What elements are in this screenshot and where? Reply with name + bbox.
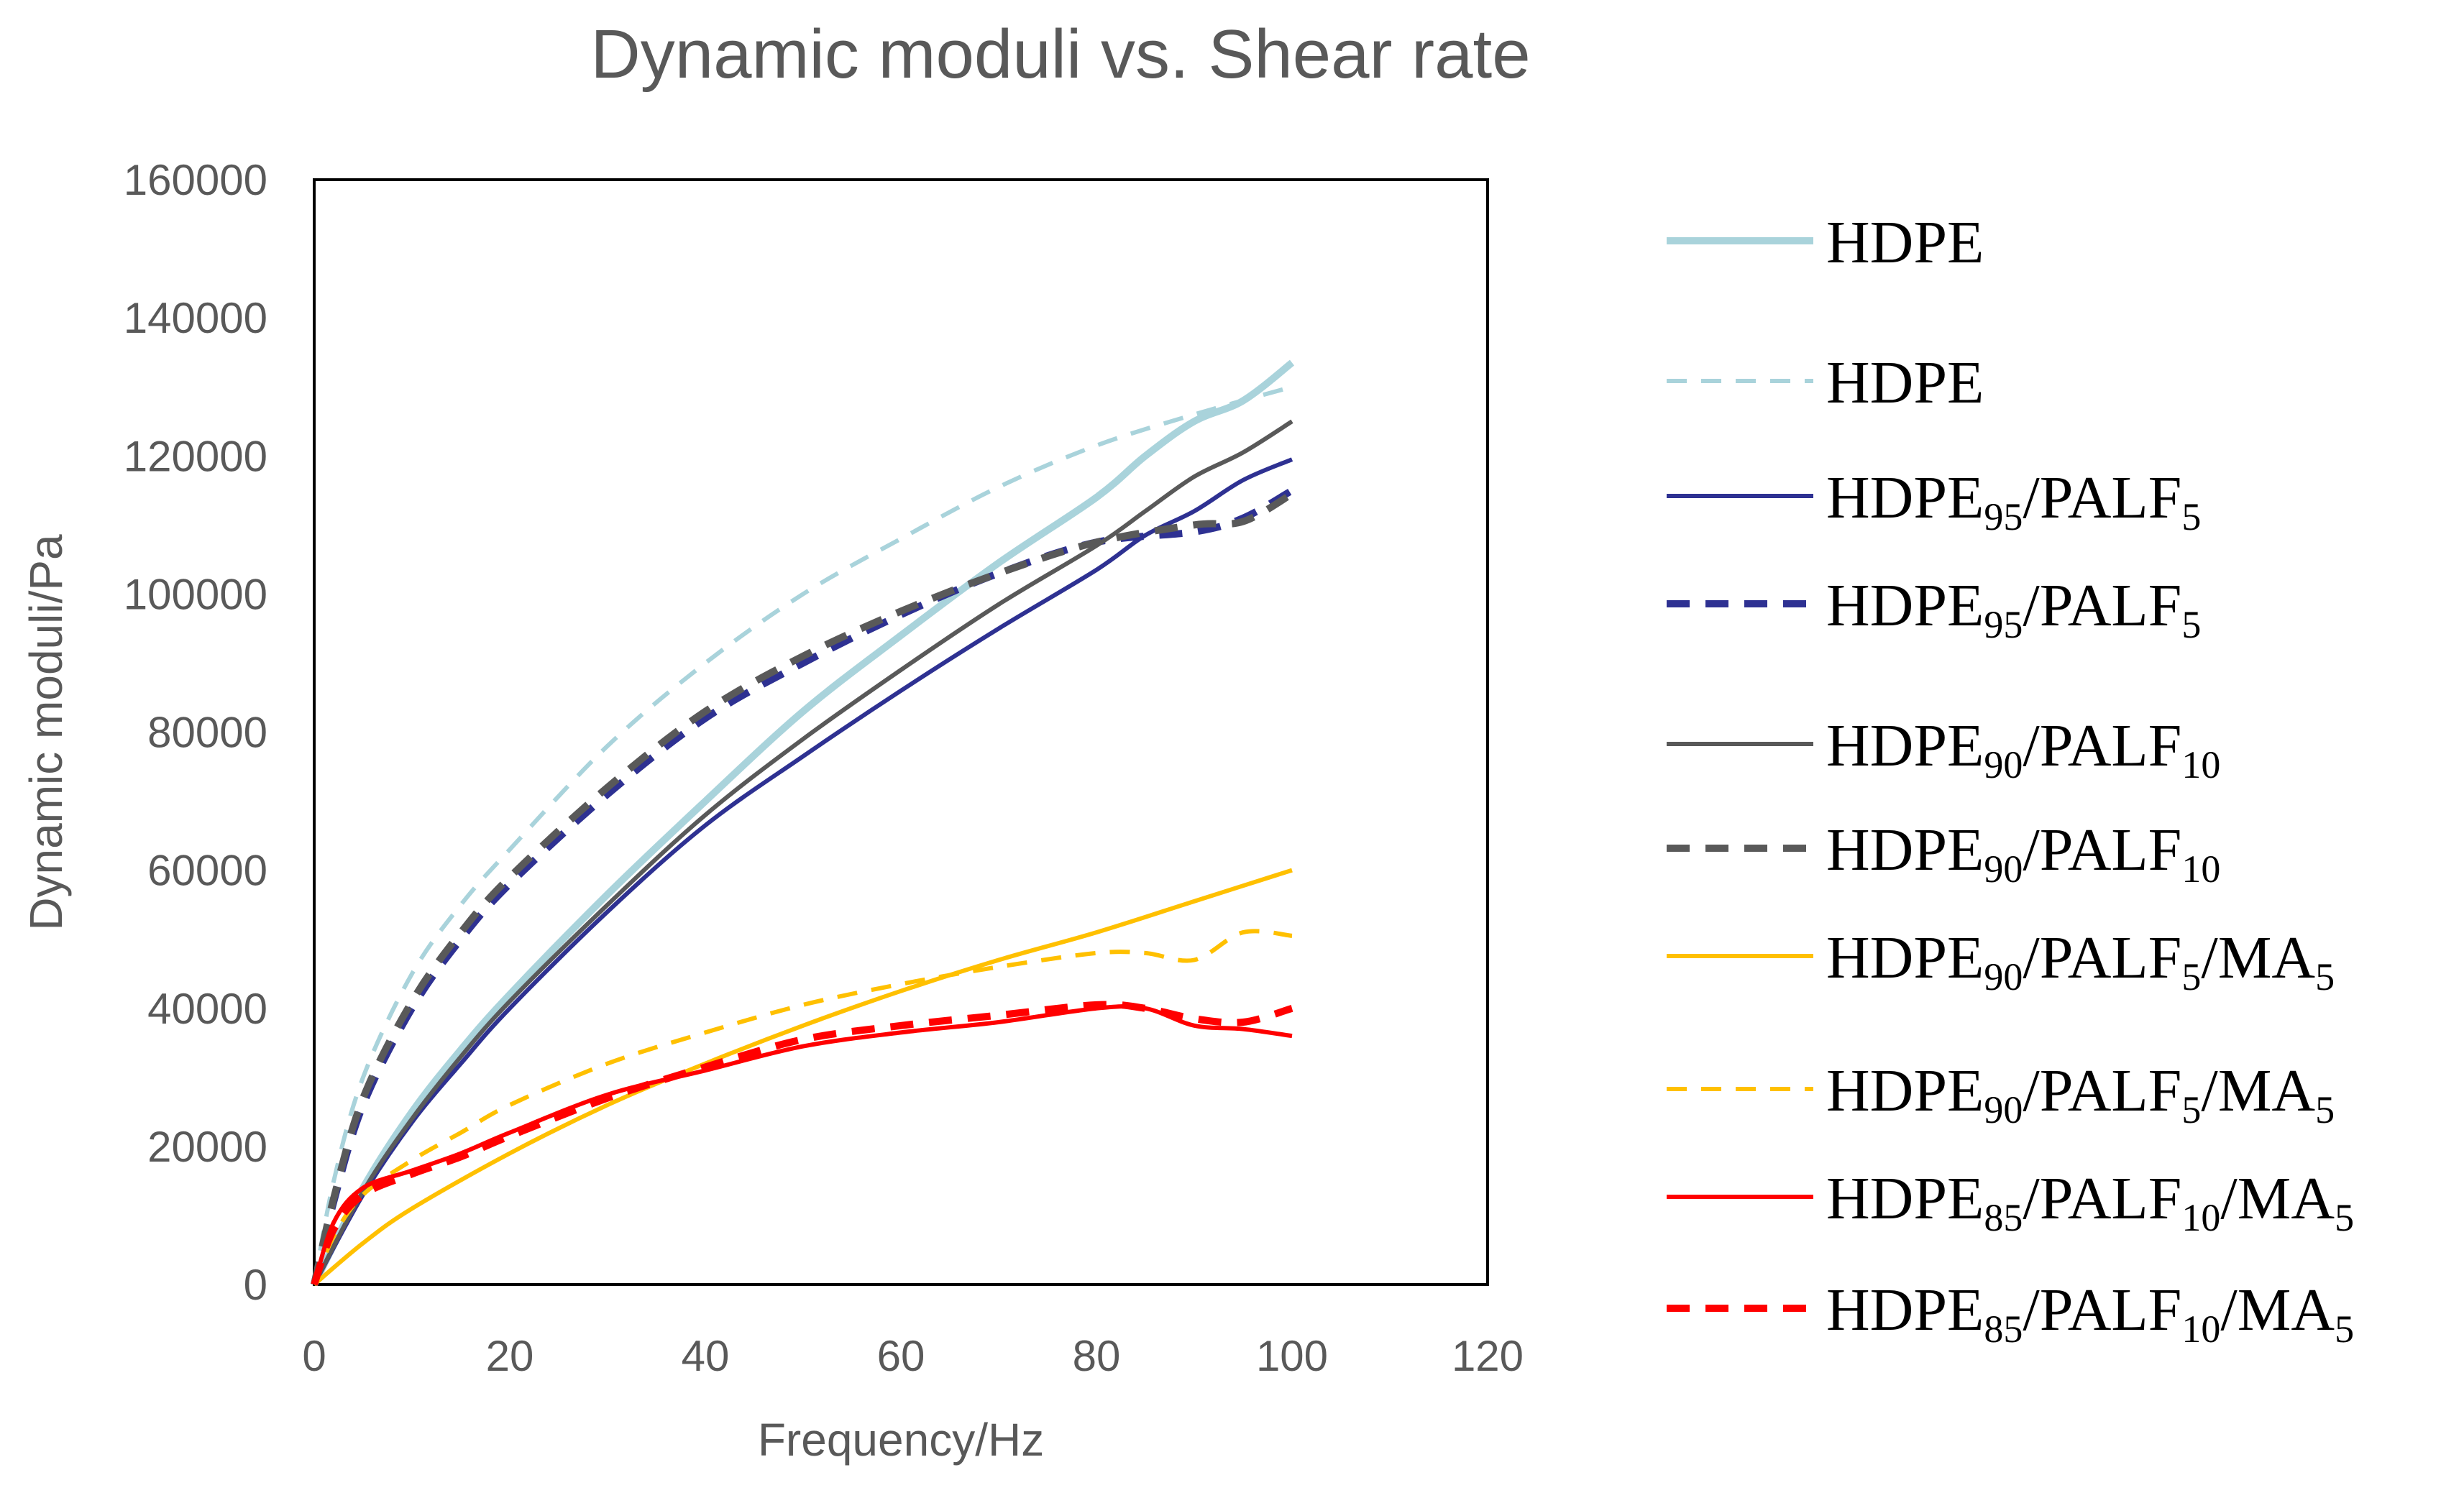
series-line-hdpe90-palf10-solid — [312, 419, 1293, 1286]
y-tick-label: 140000 — [124, 294, 267, 342]
legend-label: HDPE90/PALF10 — [1826, 712, 2220, 786]
legend-label: HDPE95/PALF5 — [1826, 464, 2201, 538]
legend-item: HDPE90/PALF5/MA5 — [1667, 1057, 2335, 1131]
y-axis-label: Dynamic moduli/Pa — [20, 534, 72, 931]
legend-label: HDPE — [1826, 209, 1984, 276]
x-axis-ticks: 0 20 40 60 80 100 120 — [302, 1332, 1524, 1380]
legend-label: HDPE — [1826, 349, 1984, 416]
y-tick-label: 100000 — [124, 570, 267, 618]
series-line-hdpe90-palf5-ma5-dashed — [312, 929, 1293, 1286]
legend-label: HDPE90/PALF5/MA5 — [1826, 1057, 2335, 1131]
legend-item: HDPE90/PALF10 — [1667, 712, 2220, 786]
x-tick-label: 40 — [682, 1332, 730, 1380]
legend-item: HDPE — [1667, 349, 1984, 416]
legend-item: HDPE90/PALF5/MA5 — [1667, 924, 2335, 998]
x-tick-label: 0 — [302, 1332, 326, 1380]
y-tick-label: 120000 — [124, 432, 267, 480]
legend-item: HDPE95/PALF5 — [1667, 464, 2201, 538]
legend: HDPE HDPE HDPE95/PALF5 HDPE95/PALF5 HDPE90/P… — [1667, 209, 2354, 1351]
series-line-hdpe-solid — [311, 359, 1295, 1287]
series-line-hdpe-dashed — [312, 385, 1293, 1285]
x-axis-label: Frequency/Hz — [758, 1414, 1044, 1466]
legend-label: HDPE90/PALF5/MA5 — [1826, 924, 2335, 998]
legend-item: HDPE85/PALF10/MA5 — [1667, 1277, 2354, 1351]
legend-item: HDPE — [1667, 209, 1984, 276]
y-tick-label: 60000 — [147, 847, 267, 895]
y-tick-label: 80000 — [147, 709, 267, 757]
x-tick-label: 100 — [1256, 1332, 1328, 1380]
series-line-hdpe90-palf10-dashed — [311, 490, 1294, 1286]
legend-label: HDPE85/PALF10/MA5 — [1826, 1277, 2354, 1351]
y-tick-label: 20000 — [147, 1123, 267, 1171]
x-tick-label: 20 — [486, 1332, 534, 1380]
y-axis-ticks: 0 20000 40000 60000 80000 100000 120000 140000 1… — [124, 156, 267, 1309]
series-line-hdpe85-palf10-ma5-dashed — [311, 1001, 1293, 1286]
legend-item: HDPE95/PALF5 — [1667, 572, 2201, 646]
plot-area-frame — [313, 178, 1489, 1286]
chart-title: Dynamic moduli vs. Shear rate — [590, 16, 1530, 93]
legend-label: HDPE90/PALF10 — [1826, 817, 2220, 891]
series-line-hdpe95-palf5-solid — [312, 457, 1293, 1286]
series-line-hdpe85-palf10-ma5-solid — [312, 1004, 1293, 1285]
x-tick-label: 120 — [1452, 1332, 1524, 1380]
legend-item: HDPE90/PALF10 — [1667, 817, 2220, 891]
y-tick-label: 160000 — [124, 156, 267, 204]
legend-item: HDPE85/PALF10/MA5 — [1667, 1165, 2354, 1239]
legend-label: HDPE85/PALF10/MA5 — [1826, 1165, 2354, 1239]
series-line-hdpe90-palf5-ma5-solid — [313, 868, 1293, 1287]
x-tick-label: 80 — [1073, 1332, 1121, 1380]
x-tick-label: 60 — [877, 1332, 925, 1380]
series-layer — [311, 359, 1295, 1287]
y-tick-label: 0 — [244, 1261, 267, 1309]
legend-label: HDPE95/PALF5 — [1826, 572, 2201, 646]
y-tick-label: 40000 — [147, 985, 267, 1033]
